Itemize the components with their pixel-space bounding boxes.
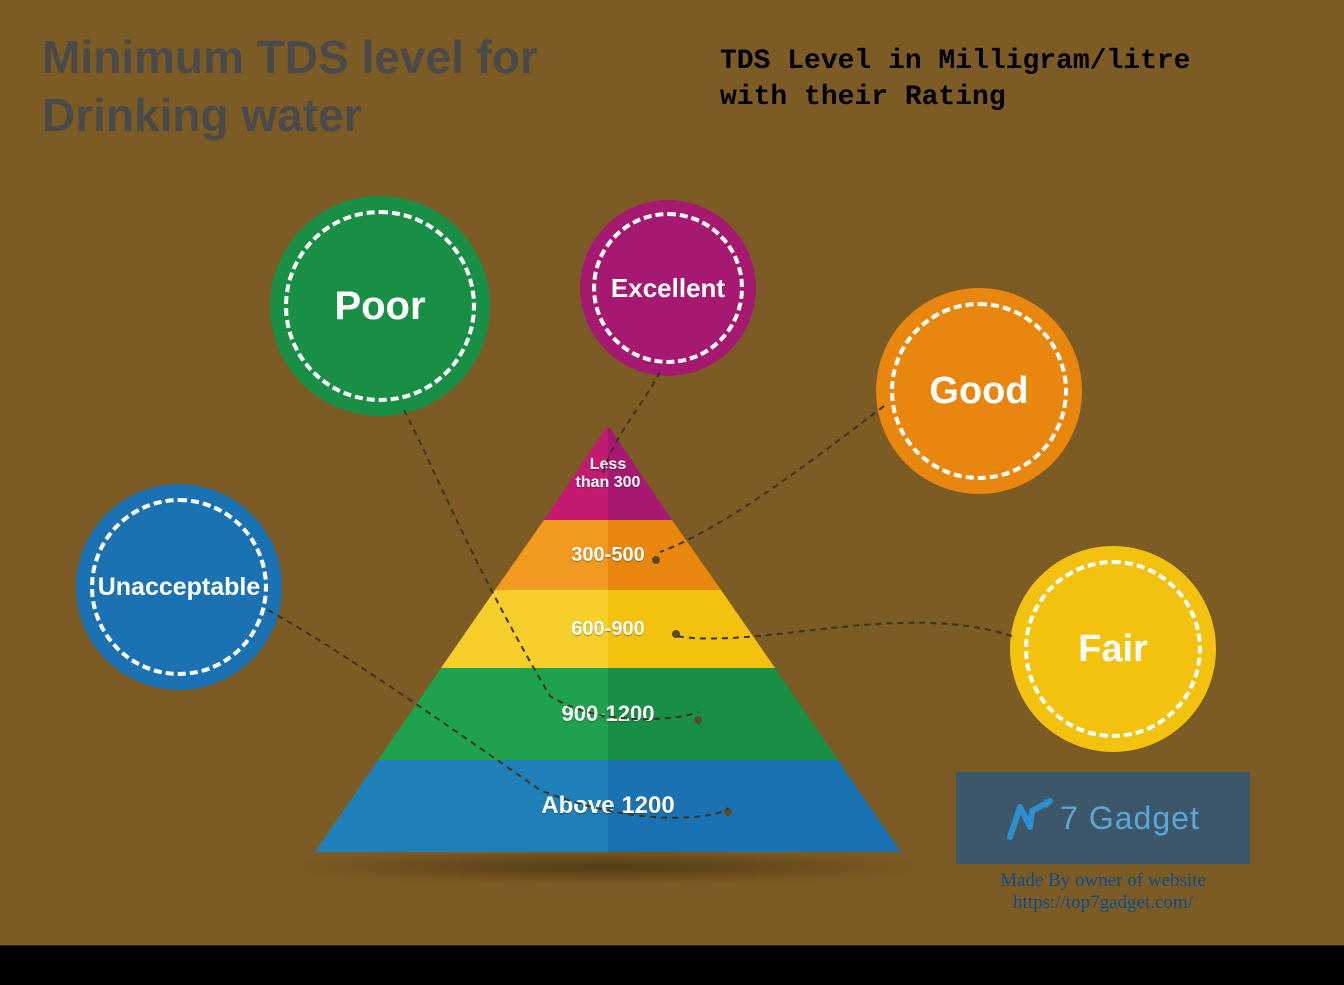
pyramid-layer-4-dot (724, 808, 732, 816)
pyramid-layer-0: Less than 300 (544, 428, 672, 520)
pyramid-layer-3: 900-1200 (378, 668, 838, 760)
pyramid-layer-2-dot (672, 630, 680, 638)
bubble-unacceptable-label: Unacceptable (98, 573, 261, 602)
pyramid-layer-3-label: 900-1200 (562, 701, 655, 727)
pyramid-layer-2-label: 600-900 (571, 618, 644, 641)
pyramid-layer-3-dot (694, 716, 702, 724)
logo-mark-icon (1006, 793, 1056, 843)
bubble-fair-label: Fair (1078, 628, 1148, 671)
bubble-unacceptable: Unacceptable (76, 484, 282, 690)
bubble-poor-label: Poor (334, 284, 425, 329)
bubble-excellent-label: Excellent (611, 273, 725, 304)
bubble-excellent: Excellent (580, 200, 756, 376)
credit-line1: Made By owner of website (948, 870, 1258, 892)
credit-line2: https://top7gadget.com/ (948, 892, 1258, 914)
page-subtitle: TDS Level in Milligram/litre with their … (720, 44, 1190, 116)
pyramid-layer-1-label: 300-500 (571, 544, 644, 567)
logo-text: 7 Gadget (1060, 800, 1200, 837)
logo-card: 7 Gadget (956, 772, 1250, 864)
pyramid-shadow (288, 850, 928, 884)
pyramid-layer-4-label: Above 1200 (541, 792, 674, 820)
bubble-poor: Poor (270, 196, 490, 416)
pyramid-layer-2: 600-900 (441, 590, 775, 668)
page-title: Minimum TDS level for Drinking water (42, 28, 538, 144)
bubble-fair: Fair (1010, 546, 1216, 752)
credit-block: Made By owner of website https://top7gad… (948, 870, 1258, 914)
pyramid-layer-1: 300-500 (495, 520, 721, 590)
pyramid: Less than 300 300-500 600-900 900-1200 Above… (308, 428, 908, 868)
pyramid-layer-0-label: Less than 300 (576, 456, 641, 492)
bubble-good-label: Good (929, 370, 1028, 413)
pyramid-layer-1-dot (652, 556, 660, 564)
pyramid-layer-4: Above 1200 (315, 760, 901, 852)
